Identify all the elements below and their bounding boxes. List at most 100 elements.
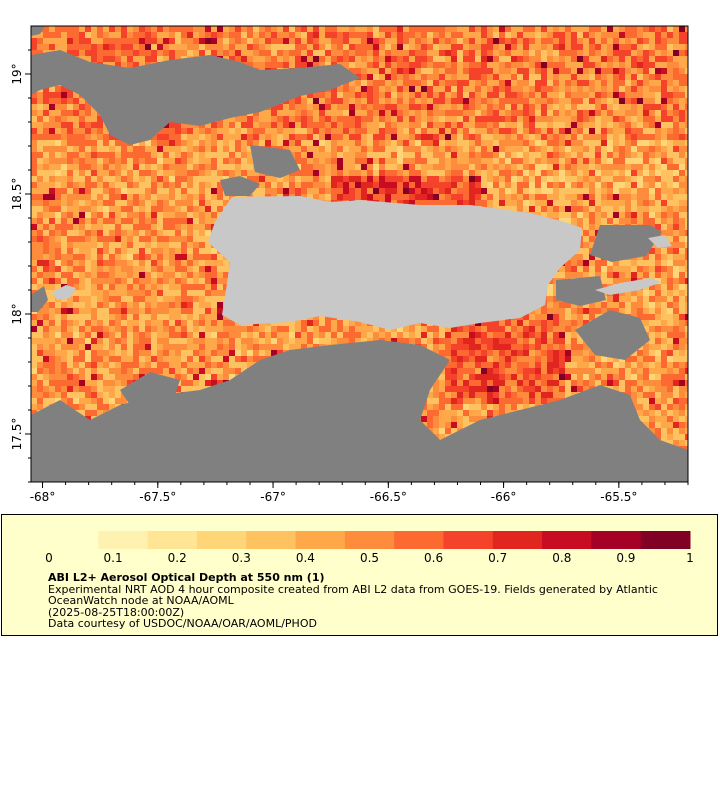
aod-cell <box>205 182 211 188</box>
aod-cell <box>175 290 181 296</box>
aod-cell <box>637 218 643 224</box>
aod-cell <box>301 98 307 104</box>
aod-cell <box>91 206 97 212</box>
aod-cell <box>619 140 625 146</box>
aod-cell <box>307 170 313 176</box>
aod-cell <box>469 56 475 62</box>
aod-cell <box>643 254 649 260</box>
aod-cell <box>31 230 37 236</box>
aod-cell <box>649 176 655 182</box>
aod-cell <box>583 272 589 278</box>
aod-cell <box>493 56 499 62</box>
aod-cell <box>361 56 367 62</box>
aod-cell <box>55 98 61 104</box>
aod-cell <box>451 110 457 116</box>
aod-cell <box>661 266 667 272</box>
aod-cell <box>439 134 445 140</box>
aod-cell <box>319 62 325 68</box>
aod-cell <box>265 122 271 128</box>
aod-cell <box>553 26 559 32</box>
aod-cell <box>637 266 643 272</box>
aod-cell <box>397 200 403 206</box>
aod-cell <box>577 212 583 218</box>
aod-cell <box>97 206 103 212</box>
aod-cell <box>511 44 517 50</box>
aod-cell <box>331 164 337 170</box>
aod-cell <box>61 134 67 140</box>
aod-cell <box>661 176 667 182</box>
aod-cell <box>205 266 211 272</box>
aod-cell <box>529 140 535 146</box>
aod-cell <box>535 158 541 164</box>
aod-cell <box>211 146 217 152</box>
aod-cell <box>595 110 601 116</box>
aod-cell <box>415 170 421 176</box>
aod-cell <box>511 110 517 116</box>
aod-cell <box>493 44 499 50</box>
aod-cell <box>631 194 637 200</box>
aod-cell <box>193 170 199 176</box>
aod-cell <box>85 218 91 224</box>
aod-cell <box>361 62 367 68</box>
aod-cell <box>667 80 673 86</box>
aod-cell <box>607 194 613 200</box>
aod-cell <box>169 290 175 296</box>
aod-cell <box>373 104 379 110</box>
aod-cell <box>205 176 211 182</box>
aod-cell <box>631 68 637 74</box>
aod-cell <box>301 146 307 152</box>
aod-cell <box>79 218 85 224</box>
aod-cell <box>367 104 373 110</box>
aod-cell <box>499 200 505 206</box>
aod-cell <box>97 260 103 266</box>
aod-cell <box>115 230 121 236</box>
aod-cell <box>679 134 685 140</box>
aod-cell <box>331 182 337 188</box>
aod-cell <box>649 104 655 110</box>
aod-cell <box>481 62 487 68</box>
aod-cell <box>163 278 169 284</box>
aod-cell <box>487 176 493 182</box>
aod-cell <box>673 236 679 242</box>
aod-cell <box>457 170 463 176</box>
aod-cell <box>577 32 583 38</box>
aod-cell <box>553 38 559 44</box>
aod-cell <box>259 38 265 44</box>
aod-cell <box>571 116 577 122</box>
aod-cell <box>433 50 439 56</box>
aod-cell <box>457 110 463 116</box>
aod-cell <box>427 74 433 80</box>
aod-cell <box>355 50 361 56</box>
aod-cell <box>157 212 163 218</box>
aod-cell <box>175 170 181 176</box>
aod-cell <box>535 128 541 134</box>
aod-cell <box>619 176 625 182</box>
aod-cell <box>73 38 79 44</box>
aod-cell <box>55 26 61 32</box>
aod-cell <box>271 176 277 182</box>
aod-cell <box>289 56 295 62</box>
aod-cell <box>181 26 187 32</box>
aod-cell <box>601 212 607 218</box>
aod-cell <box>595 188 601 194</box>
aod-cell <box>163 212 169 218</box>
aod-cell <box>463 32 469 38</box>
aod-cell <box>403 200 409 206</box>
aod-cell <box>475 116 481 122</box>
aod-cell <box>445 116 451 122</box>
aod-cell <box>595 260 601 266</box>
aod-cell <box>241 140 247 146</box>
aod-cell <box>31 116 37 122</box>
aod-cell <box>37 236 43 242</box>
aod-cell <box>523 38 529 44</box>
aod-cell <box>367 86 373 92</box>
aod-cell <box>217 284 223 290</box>
aod-cell <box>31 248 37 254</box>
aod-cell <box>625 212 631 218</box>
aod-cell <box>121 236 127 242</box>
aod-cell <box>85 50 91 56</box>
aod-cell <box>319 170 325 176</box>
aod-cell <box>673 38 679 44</box>
aod-cell <box>175 272 181 278</box>
aod-cell <box>577 182 583 188</box>
